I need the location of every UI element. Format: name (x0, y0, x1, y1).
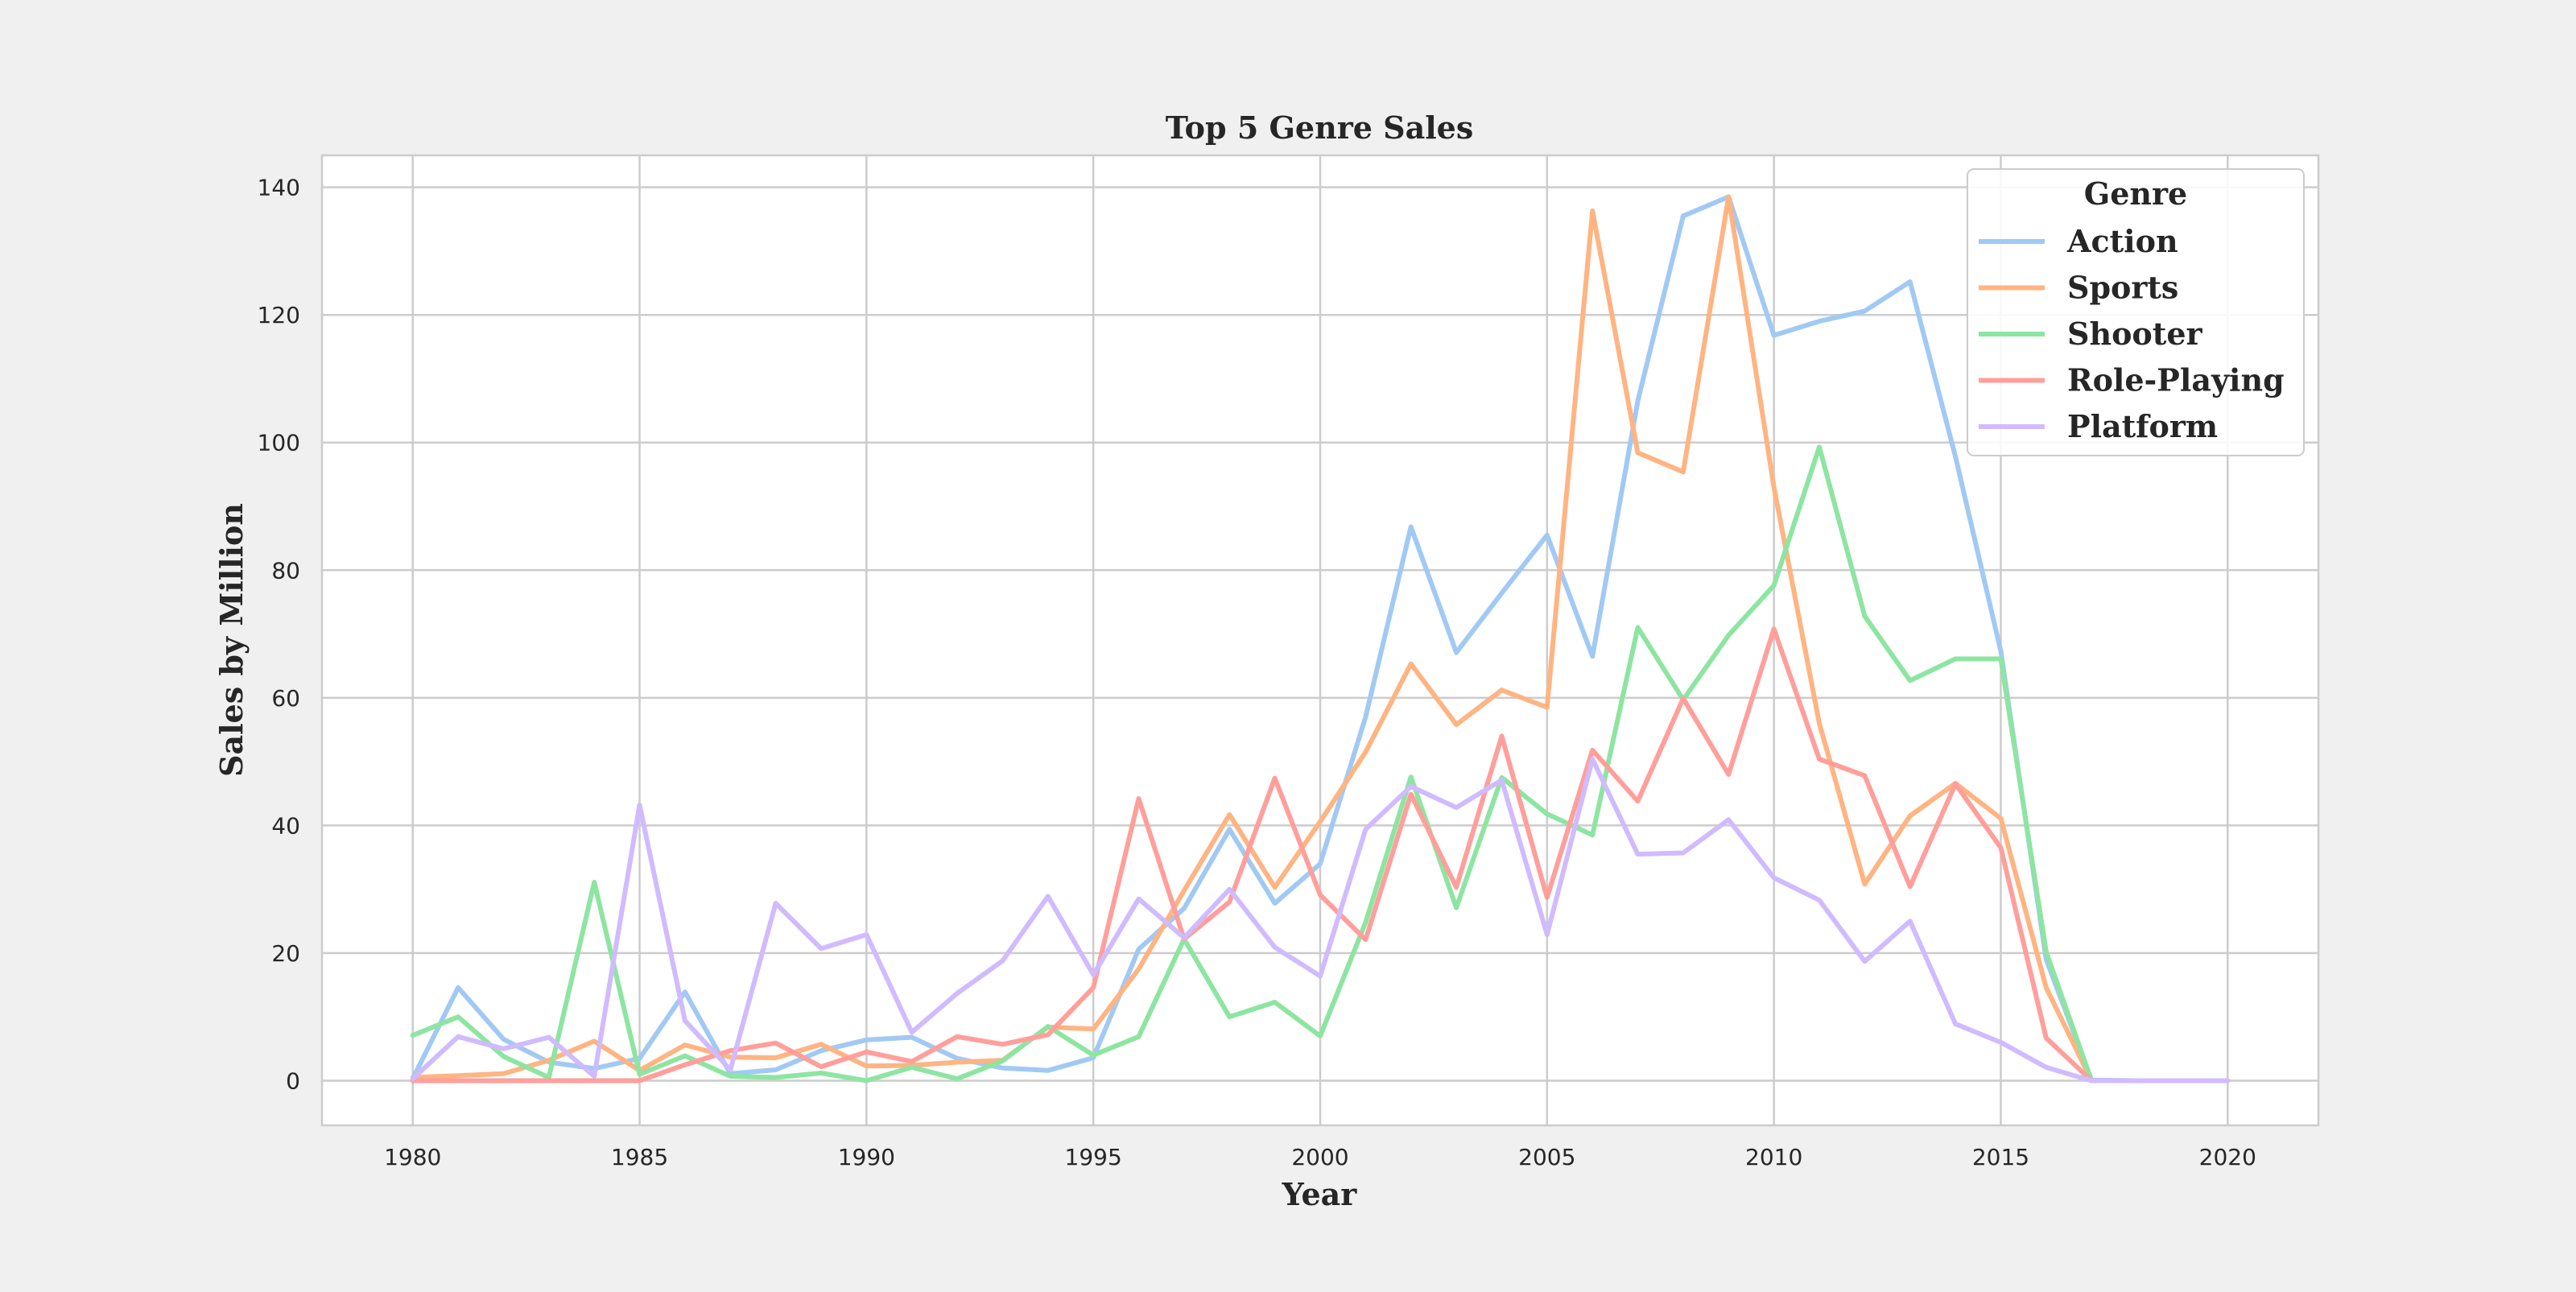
legend-label-shooter: Shooter (2067, 316, 2202, 352)
y-tick-label: 140 (258, 175, 300, 201)
series-line-platform (410, 757, 2231, 1084)
legend-label-role-playing: Role-Playing (2067, 362, 2285, 398)
x-tick-label: 1980 (384, 1144, 441, 1170)
legend-box (1967, 168, 2305, 456)
series-line-action (410, 194, 2231, 1084)
y-tick-label: 120 (258, 302, 300, 328)
x-axis-label: Year (1282, 1176, 1358, 1212)
y-tick-label: 0 (286, 1068, 300, 1095)
legend-label-platform: Platform (2067, 408, 2218, 444)
y-tick-label: 20 (271, 940, 300, 967)
chart-title: Top 5 Genre Sales (1166, 109, 1474, 146)
y-tick-label: 40 (271, 812, 300, 839)
legend-items: Action Sports Shooter Role-Playing Platform (1979, 223, 2285, 444)
y-tick-label: 100 (258, 430, 300, 456)
x-tick-label: 2000 (1291, 1144, 1348, 1170)
x-tick-label: 2020 (2199, 1144, 2256, 1170)
y-tick-label: 60 (271, 685, 300, 712)
x-tick-label: 1985 (611, 1144, 668, 1170)
legend-title: Genre (2084, 175, 2187, 212)
x-tick-label: 1990 (838, 1144, 895, 1170)
x-tick-label: 2005 (1518, 1144, 1575, 1170)
x-tick-label: 2015 (1972, 1144, 2029, 1170)
legend-label-action: Action (2066, 223, 2178, 259)
tick-labels: 1980 1985 1990 1995 2000 2005 2010 2015 2020 0 20 4… (258, 175, 2256, 1170)
x-tick-label: 1995 (1065, 1144, 1122, 1170)
x-tick-label: 2010 (1745, 1144, 1802, 1170)
legend-label-sports: Sports (2067, 270, 2178, 306)
series-line-shooter (410, 444, 2231, 1084)
grid (322, 155, 2318, 1125)
y-axis-label: Sales by Million (213, 503, 250, 777)
y-tick-label: 80 (271, 557, 300, 584)
series-lines (410, 194, 2231, 1084)
legend: Genre Action Sports Shooter Role-Playing Pla… (1967, 168, 2305, 456)
